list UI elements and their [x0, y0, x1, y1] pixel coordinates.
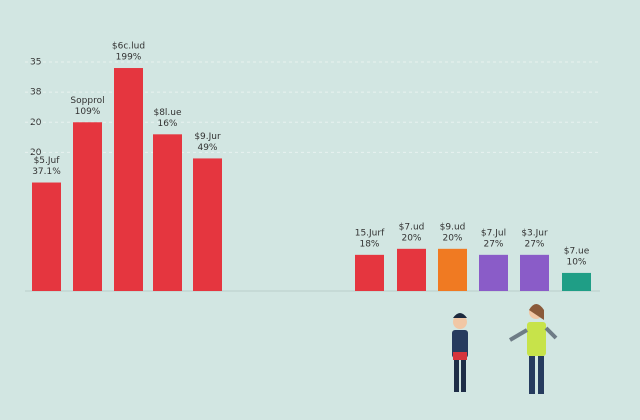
bar-label: $7.Jul	[481, 228, 506, 238]
bar-label: 49%	[197, 143, 217, 153]
bar-label: 10%	[566, 257, 586, 267]
bar-label: $6c.lud	[112, 42, 145, 52]
bar	[193, 158, 222, 291]
y-tick-label: 35	[30, 58, 41, 68]
bar	[397, 248, 426, 291]
y-tick-label: 20	[30, 148, 42, 158]
bar-label: 27%	[524, 239, 544, 249]
bar-label: 15.Jurf	[355, 228, 385, 238]
bar	[114, 68, 143, 292]
y-tick-label: 20	[30, 118, 42, 128]
bar-label: 20%	[401, 233, 421, 243]
bar	[520, 254, 549, 291]
bar-label: $7.ud	[399, 222, 425, 232]
bar-label: $8l.ue	[153, 108, 182, 118]
bar-label: $3.Jur	[521, 228, 548, 238]
bar-label: $5.Juf	[34, 156, 61, 166]
bar-label: 18%	[359, 239, 379, 249]
bar	[438, 248, 467, 291]
bar-label: $7.ue	[564, 246, 590, 256]
bar-label: 37.1%	[32, 167, 61, 177]
bar	[479, 254, 508, 291]
bar-label: 27%	[483, 239, 503, 249]
bar-label: $9.Jur	[194, 132, 221, 142]
bar	[562, 272, 591, 291]
bar-label: 109%	[75, 107, 101, 117]
illustration-people	[452, 304, 558, 394]
bar	[153, 134, 182, 291]
bar-label: $9.ud	[440, 222, 466, 232]
bar	[355, 254, 384, 291]
bar-label: 20%	[442, 233, 462, 243]
y-tick-label: 38	[30, 88, 42, 98]
bar-label: Sopprol	[70, 96, 104, 106]
bar	[73, 122, 102, 292]
bar-label: 16%	[157, 119, 177, 129]
bar	[32, 182, 61, 291]
bar-label: 199%	[116, 53, 142, 63]
